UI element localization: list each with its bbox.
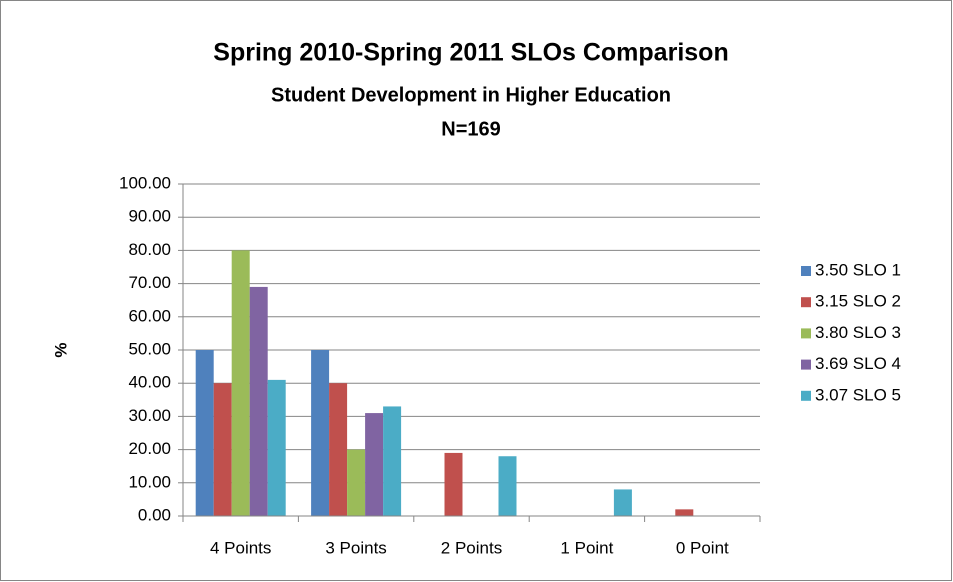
bar xyxy=(613,489,632,516)
y-axis-label: % xyxy=(51,342,70,357)
y-tick-label: 10.00 xyxy=(128,472,171,491)
bar xyxy=(383,406,402,516)
legend-swatch xyxy=(801,266,811,276)
legend-swatch xyxy=(801,390,811,401)
legend-label: 3.80 SLO 3 xyxy=(815,323,901,342)
bar xyxy=(213,383,232,516)
bar xyxy=(675,509,694,516)
legend-swatch xyxy=(801,328,811,339)
bar xyxy=(267,379,286,516)
legend-label: 3.15 SLO 2 xyxy=(815,292,901,311)
legend-label: 3.50 SLO 1 xyxy=(815,260,901,279)
chart-note: N=169 xyxy=(441,118,501,140)
bar xyxy=(444,452,463,516)
bar xyxy=(195,350,214,516)
bar xyxy=(311,350,330,516)
legend-label: 3.07 SLO 5 xyxy=(815,385,901,404)
y-tick-label: 90.00 xyxy=(128,207,171,226)
x-tick-label: 1 Point xyxy=(560,538,613,557)
y-tick-label: 40.00 xyxy=(128,373,171,392)
chart-title: Spring 2010-Spring 2011 SLOs Comparison xyxy=(213,39,728,67)
x-tick-label: 2 Points xyxy=(441,538,502,557)
chart-subtitle: Student Development in Higher Education xyxy=(271,84,671,106)
bar xyxy=(365,413,384,516)
y-tick-label: 50.00 xyxy=(128,339,171,358)
y-tick-label: 30.00 xyxy=(128,406,171,425)
legend-label: 3.69 SLO 4 xyxy=(815,354,901,373)
legend-swatch xyxy=(801,359,811,370)
bar xyxy=(498,456,517,516)
legend-swatch xyxy=(801,297,811,308)
y-tick-label: 80.00 xyxy=(128,240,171,259)
bar xyxy=(347,449,366,516)
y-tick-label: 20.00 xyxy=(128,439,171,458)
y-tick-label: 60.00 xyxy=(128,306,171,325)
y-tick-label: 0.00 xyxy=(138,505,171,524)
x-tick-label: 0 Point xyxy=(676,538,729,557)
bar xyxy=(249,286,268,516)
bar xyxy=(231,250,250,516)
y-tick-label: 100.00 xyxy=(119,173,171,192)
bar xyxy=(329,383,348,516)
x-tick-label: 4 Points xyxy=(210,538,271,557)
x-tick-label: 3 Points xyxy=(325,538,386,557)
y-tick-label: 70.00 xyxy=(128,273,171,292)
